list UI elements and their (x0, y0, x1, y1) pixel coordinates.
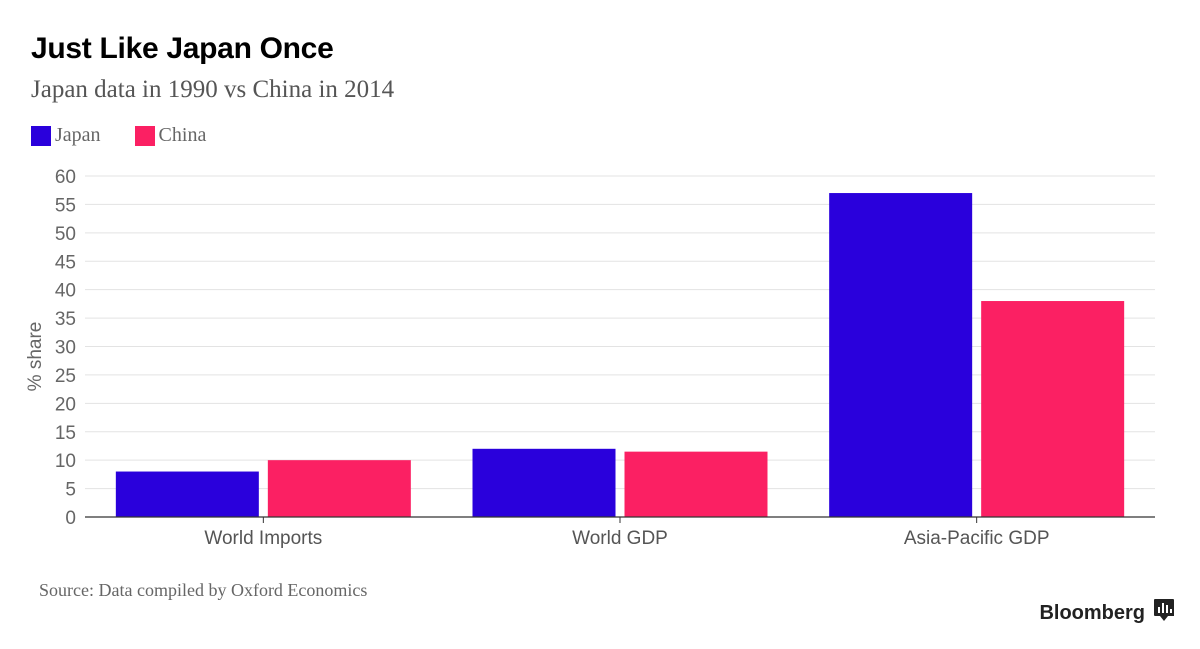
bar-japan-world-gdp (472, 448, 616, 517)
y-tick-label-5: 5 (65, 480, 76, 501)
y-tick-label-45: 45 (55, 252, 76, 273)
chart-title: Just Like Japan Once (31, 32, 334, 65)
y-tick-label-25: 25 (55, 366, 76, 387)
legend-label-china: China (158, 124, 207, 146)
legend-item-china: China (134, 124, 207, 147)
legend: Japan China (31, 124, 240, 147)
source-note: Source: Data compiled by Oxford Economic… (39, 580, 368, 600)
bar-china-world-gdp (624, 451, 768, 517)
bar-china-world-imports (267, 460, 411, 517)
y-tick-label-35: 35 (55, 309, 76, 330)
y-tick-label-10: 10 (55, 451, 76, 472)
legend-swatch-japan (31, 125, 51, 146)
legend-label-japan: Japan (55, 124, 101, 146)
x-tick-label-world-gdp: World GDP (572, 528, 668, 549)
legend-item-japan: Japan (31, 124, 101, 147)
chart-subtitle: Japan data in 1990 vs China in 2014 (31, 76, 395, 103)
brand-logo: Bloomberg (1039, 598, 1175, 628)
y-tick-label-20: 20 (55, 394, 76, 415)
legend-swatch-china (134, 125, 155, 146)
brand-name: Bloomberg (1039, 601, 1145, 624)
x-tick-label-world-imports: World Imports (204, 528, 322, 549)
bar-china-asia-pacific-gdp (981, 301, 1125, 517)
y-tick-label-40: 40 (55, 281, 76, 302)
bar-japan-world-imports (115, 471, 259, 517)
y-tick-label-60: 60 (55, 167, 76, 188)
bar-japan-asia-pacific-gdp (829, 193, 973, 518)
x-tick-label-asia-pacific-gdp: Asia-Pacific GDP (904, 528, 1050, 549)
y-tick-label-15: 15 (55, 423, 76, 444)
y-tick-label-55: 55 (55, 195, 76, 216)
bloomberg-terminal-icon (1153, 598, 1175, 628)
y-axis-title: % share (25, 322, 46, 392)
y-tick-label-50: 50 (55, 224, 76, 245)
y-tick-label-0: 0 (65, 508, 76, 529)
y-tick-label-30: 30 (55, 338, 76, 359)
